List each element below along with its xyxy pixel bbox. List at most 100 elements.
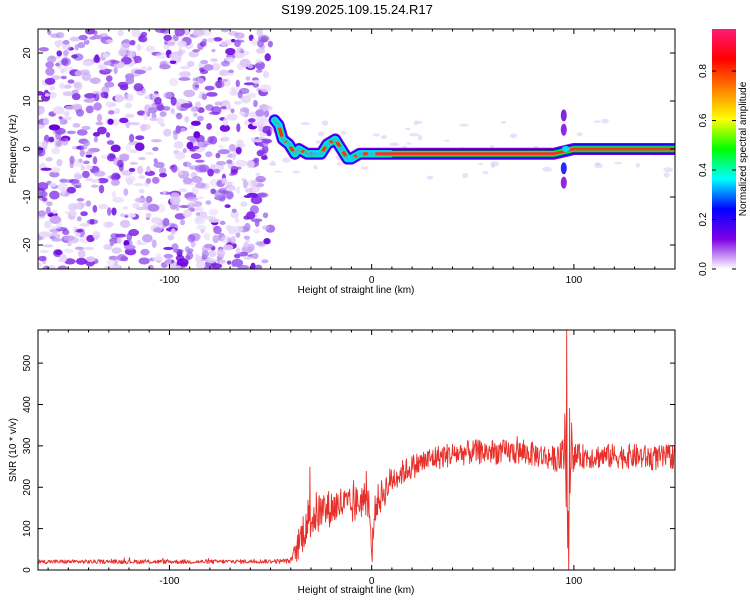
y-tick-label: 0: [22, 146, 33, 152]
noise-blob: [85, 165, 93, 170]
noise-blob: [189, 200, 196, 205]
noise-blob: [45, 61, 54, 69]
noise-blob: [149, 117, 159, 122]
noise-blob: [47, 265, 56, 269]
noise-blob: [234, 32, 245, 39]
noise-blob: [207, 168, 214, 177]
noise-blob: [163, 246, 174, 251]
noise-blob: [63, 84, 72, 89]
noise-blob: [85, 150, 94, 155]
noise-blob: [92, 230, 101, 240]
noise-blob: [207, 250, 217, 258]
noise-blob: [103, 221, 114, 228]
noise-blob: [195, 261, 206, 269]
noise-blob: [60, 68, 65, 74]
noise-blob: [74, 44, 79, 51]
noise-blob: [197, 107, 205, 114]
noise-blob: [221, 178, 226, 185]
noise-blob: [163, 44, 170, 50]
noise-blob: [48, 136, 55, 143]
noise-blob: [170, 96, 177, 106]
noise-blob: [201, 93, 208, 100]
x-tick-label: 0: [369, 576, 375, 587]
noise-blob: [236, 47, 244, 54]
noise-blob: [170, 228, 176, 235]
faint-blob: [321, 120, 329, 126]
noise-blob: [104, 81, 115, 88]
faint-blob: [663, 172, 670, 178]
noise-blob: [50, 33, 61, 39]
noise-blob: [201, 250, 209, 258]
noise-blob: [74, 228, 84, 233]
noise-blob: [226, 159, 233, 165]
noise-blob: [85, 177, 93, 182]
noise-blob: [151, 239, 157, 249]
disturbance-blob: [560, 109, 567, 122]
noise-blob: [155, 52, 168, 59]
noise-blob: [131, 29, 141, 38]
noise-blob: [49, 235, 56, 240]
noise-blob: [255, 69, 263, 73]
signal-blob: [347, 155, 356, 162]
noise-blob: [154, 29, 167, 33]
noise-blob: [221, 136, 230, 142]
signal-blob: [294, 146, 303, 152]
noise-blob: [84, 29, 95, 35]
faint-blob: [426, 175, 434, 180]
noise-blob: [203, 265, 214, 269]
faint-blob: [270, 160, 276, 166]
noise-blob: [228, 143, 236, 152]
faint-blob: [360, 166, 369, 170]
noise-blob: [48, 124, 61, 131]
noise-blob: [140, 31, 148, 37]
noise-blob: [102, 52, 110, 59]
noise-blob: [127, 50, 136, 58]
colorbar-ticks: 0.0 0.2 0.4 0.6 0.8: [698, 64, 736, 276]
noise-blob: [112, 196, 125, 203]
noise-blob: [106, 259, 116, 266]
noise-blob: [38, 47, 49, 52]
noise-blob: [38, 210, 47, 217]
noise-blob: [176, 265, 182, 269]
noise-blob: [80, 211, 88, 217]
noise-blob: [159, 111, 167, 117]
noise-blob: [259, 132, 267, 137]
noise-blob: [253, 99, 258, 108]
signal-blob: [317, 150, 326, 157]
noise-blob: [86, 234, 95, 243]
signal-blob: [270, 117, 279, 124]
noise-blob: [233, 101, 242, 105]
noise-blob: [192, 49, 200, 53]
signal-blob: [367, 150, 376, 157]
noise-blob: [128, 121, 141, 126]
faint-blob: [274, 170, 283, 173]
noise-blob: [128, 133, 135, 143]
noise-blob: [60, 75, 67, 80]
signal-blob: [274, 122, 283, 128]
noise-blob: [260, 36, 268, 43]
noise-blob: [86, 256, 96, 263]
noise-blob: [81, 125, 91, 131]
noise-blob: [76, 197, 85, 202]
x-tick-label: -100: [159, 576, 179, 587]
noise-blob: [174, 151, 186, 160]
noise-blob: [62, 40, 70, 46]
noise-blob: [145, 45, 156, 53]
noise-blob: [111, 207, 117, 216]
noise-blob: [210, 58, 218, 63]
noise-blob: [147, 106, 158, 114]
noise-blob: [176, 112, 183, 120]
noise-blob: [92, 30, 98, 36]
noise-blob: [191, 176, 203, 184]
noise-blob: [175, 125, 181, 134]
noise-blob: [102, 39, 107, 44]
noise-blob: [63, 49, 69, 56]
noise-blob: [220, 235, 231, 244]
faint-blob: [313, 165, 318, 170]
noise-blob: [180, 219, 186, 226]
snr-x-axis-label: Height of straight line (km): [298, 585, 415, 596]
noise-blob: [63, 116, 72, 121]
noise-blob: [196, 224, 207, 230]
noise-blob: [132, 202, 140, 209]
noise-blob: [99, 33, 109, 38]
